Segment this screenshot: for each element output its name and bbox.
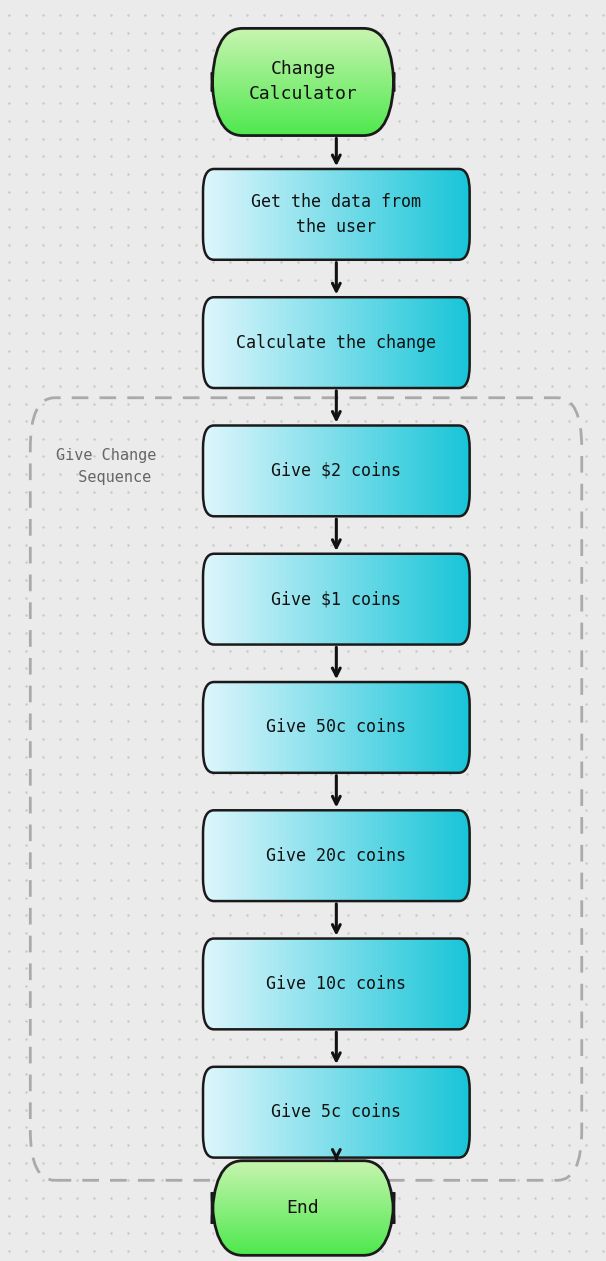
FancyBboxPatch shape xyxy=(203,682,470,773)
FancyBboxPatch shape xyxy=(203,554,470,644)
FancyBboxPatch shape xyxy=(203,425,470,516)
FancyBboxPatch shape xyxy=(203,811,470,902)
FancyBboxPatch shape xyxy=(203,298,470,388)
FancyBboxPatch shape xyxy=(212,1160,394,1256)
Text: Change
Calculator: Change Calculator xyxy=(248,61,358,103)
Text: Give 10c coins: Give 10c coins xyxy=(266,975,407,992)
Text: Give $1 coins: Give $1 coins xyxy=(271,590,401,608)
Text: Give $2 coins: Give $2 coins xyxy=(271,462,401,480)
Text: Give 5c coins: Give 5c coins xyxy=(271,1103,401,1121)
FancyBboxPatch shape xyxy=(212,28,394,135)
FancyBboxPatch shape xyxy=(203,938,470,1029)
Text: Calculate the change: Calculate the change xyxy=(236,334,436,352)
FancyBboxPatch shape xyxy=(203,1067,470,1158)
Text: Get the data from
the user: Get the data from the user xyxy=(251,193,421,236)
Text: Give 50c coins: Give 50c coins xyxy=(266,719,407,736)
Text: Give 20c coins: Give 20c coins xyxy=(266,846,407,865)
FancyBboxPatch shape xyxy=(203,169,470,260)
Text: End: End xyxy=(287,1199,319,1217)
Text: Give Change
  Sequence: Give Change Sequence xyxy=(56,448,156,485)
